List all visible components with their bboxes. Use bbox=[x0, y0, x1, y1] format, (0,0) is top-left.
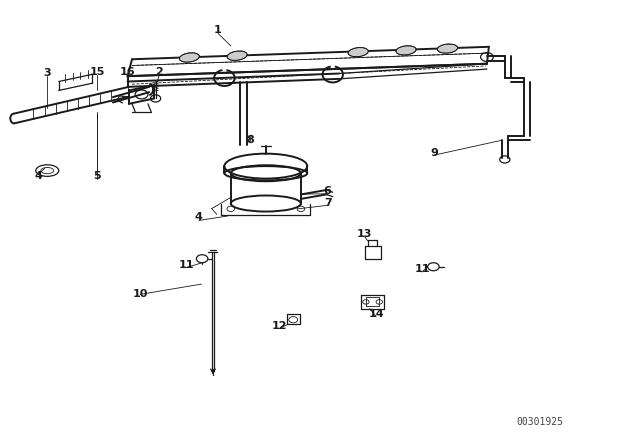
Text: 6: 6 bbox=[324, 185, 332, 196]
Ellipse shape bbox=[396, 46, 416, 55]
Ellipse shape bbox=[348, 47, 368, 57]
Text: 00301925: 00301925 bbox=[516, 417, 563, 427]
Text: 16: 16 bbox=[120, 67, 136, 77]
Text: 12: 12 bbox=[271, 320, 287, 331]
Ellipse shape bbox=[437, 44, 458, 53]
Text: 5: 5 bbox=[93, 171, 100, 181]
Ellipse shape bbox=[179, 53, 199, 62]
Text: 9: 9 bbox=[431, 148, 438, 158]
Text: 13: 13 bbox=[357, 229, 372, 239]
Text: 11: 11 bbox=[414, 264, 429, 275]
Text: 8: 8 bbox=[246, 135, 254, 145]
Text: 15: 15 bbox=[90, 67, 105, 77]
Text: 14: 14 bbox=[368, 309, 384, 319]
Text: 7: 7 bbox=[324, 198, 332, 207]
Text: 4: 4 bbox=[195, 212, 203, 222]
Text: 10: 10 bbox=[132, 289, 148, 299]
Text: 3: 3 bbox=[44, 68, 51, 78]
Ellipse shape bbox=[227, 51, 247, 60]
Text: 4: 4 bbox=[35, 171, 42, 181]
Text: 1: 1 bbox=[214, 26, 222, 35]
Text: 2: 2 bbox=[156, 67, 163, 77]
Text: 11: 11 bbox=[179, 260, 194, 270]
